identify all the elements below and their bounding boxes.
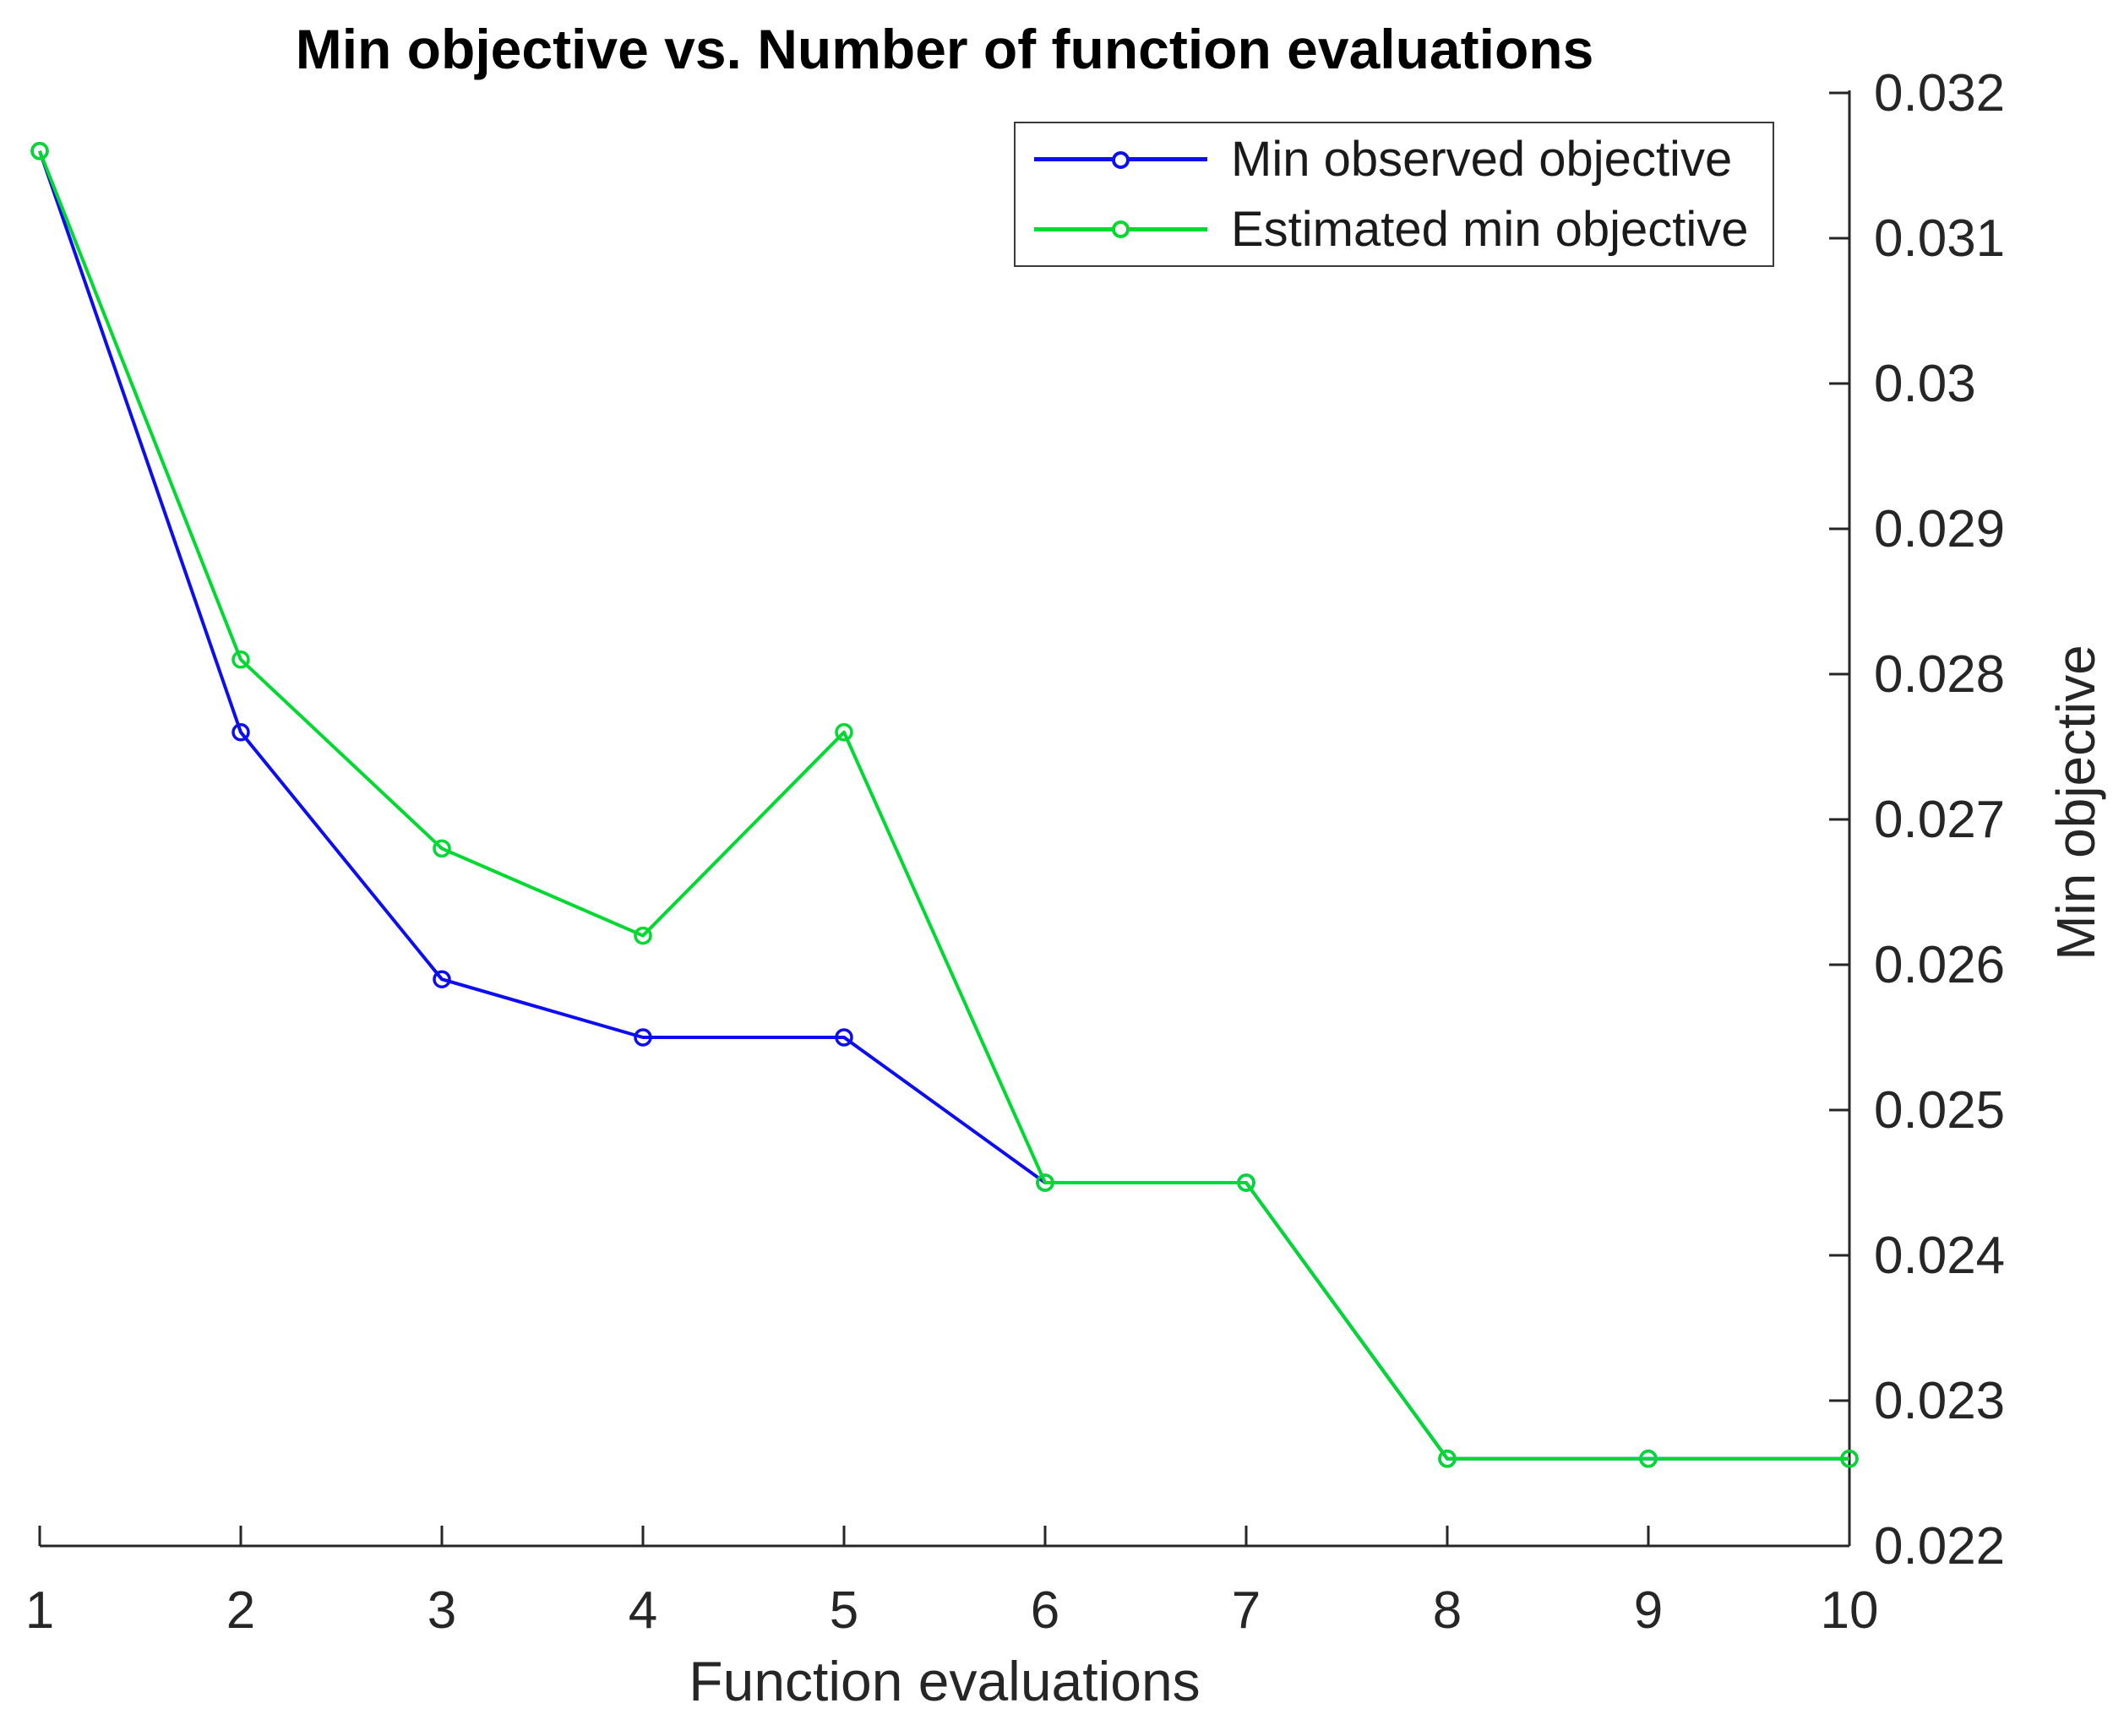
- y-tick-label: 0.031: [1874, 210, 2005, 268]
- y-tick-label: 0.027: [1874, 791, 2005, 849]
- y-tick-label: 0.028: [1874, 645, 2005, 704]
- series-marker-estimated-min-objective: [1036, 1173, 1054, 1192]
- x-tick-label: 5: [830, 1581, 858, 1640]
- x-tick-label: 4: [629, 1581, 657, 1640]
- series-line-min-observed-objective: [38, 150, 1849, 1461]
- legend-sample-estimated-min: [1016, 195, 1231, 263]
- legend-label-estimated-min: Estimated min objective: [1231, 201, 1749, 257]
- series-marker-min-observed-objective: [433, 970, 451, 988]
- x-tick-label: 3: [428, 1581, 456, 1640]
- x-tick-label: 10: [1821, 1581, 1879, 1640]
- legend-circle-marker-icon: [1112, 150, 1130, 169]
- series-line-estimated-min-objective: [38, 150, 1849, 1461]
- y-tick-label: 0.023: [1874, 1372, 2005, 1430]
- legend-item-min-observed: Min observed objective: [1016, 126, 1773, 193]
- x-tick-label: 6: [1031, 1581, 1059, 1640]
- x-tick-label: 2: [226, 1581, 255, 1640]
- x-tick-label: 7: [1232, 1581, 1261, 1640]
- legend: Min observed objective Estimated min obj…: [1014, 122, 1774, 267]
- y-tick-label: 0.024: [1874, 1227, 2005, 1285]
- legend-circle-marker-icon: [1112, 220, 1130, 239]
- legend-sample-min-observed: [1016, 126, 1231, 193]
- y-tick-label: 0.022: [1874, 1517, 2005, 1575]
- legend-label-min-observed: Min observed objective: [1231, 132, 1733, 188]
- series-marker-estimated-min-objective: [231, 650, 250, 669]
- series-marker-estimated-min-objective: [1438, 1450, 1457, 1468]
- series-marker-estimated-min-objective: [835, 723, 853, 742]
- legend-item-estimated-min: Estimated min objective: [1016, 195, 1773, 263]
- series-marker-estimated-min-objective: [1237, 1173, 1255, 1192]
- y-tick-label: 0.026: [1874, 936, 2005, 994]
- series-marker-min-observed-objective: [231, 723, 250, 742]
- y-tick-label: 0.029: [1874, 500, 2005, 558]
- y-tick-label: 0.03: [1874, 355, 1976, 413]
- series-marker-estimated-min-objective: [634, 926, 652, 945]
- y-tick-label: 0.032: [1874, 64, 2005, 122]
- x-tick-label: 8: [1433, 1581, 1462, 1640]
- series-marker-estimated-min-objective: [433, 839, 451, 858]
- x-axis-label: Function evaluations: [689, 1650, 1201, 1712]
- series-marker-estimated-min-objective: [1639, 1450, 1658, 1468]
- x-tick-label: 9: [1634, 1581, 1663, 1640]
- chart-title: Min objective vs. Number of function eva…: [295, 18, 1594, 80]
- series-marker-estimated-min-objective: [1840, 1450, 1859, 1468]
- series-marker-min-observed-objective: [835, 1028, 853, 1047]
- x-tick-label: 1: [25, 1581, 54, 1640]
- y-axis-label: Min objective: [2045, 645, 2106, 961]
- series-marker-min-observed-objective: [634, 1028, 652, 1047]
- series-marker-estimated-min-objective: [30, 142, 49, 161]
- y-tick-label: 0.025: [1874, 1081, 2005, 1140]
